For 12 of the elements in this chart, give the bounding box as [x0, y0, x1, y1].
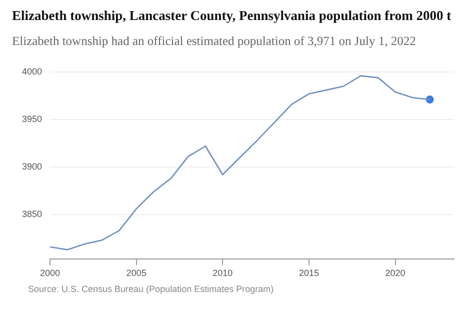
x-tick-label: 2000: [40, 268, 60, 278]
x-tick-label: 2020: [385, 268, 406, 278]
y-tick-label: 3900: [22, 162, 42, 172]
x-tick-label: 2005: [126, 268, 146, 278]
chart-subtitle: Elizabeth township had an official estimated population of 3,971 on July 1, 2022: [12, 34, 416, 49]
source-note: Source: U.S. Census Bureau (Population Estimates Program): [28, 284, 274, 294]
chart-title: Elizabeth township, Lancaster County, Pennsylvania population from 2000 t: [12, 8, 452, 24]
x-tick-label: 2010: [212, 268, 233, 278]
y-tick-label: 3950: [22, 114, 42, 124]
x-tick-label: 2015: [298, 268, 319, 278]
y-tick-label: 3850: [22, 209, 42, 220]
y-tick-label: 4000: [22, 66, 42, 76]
